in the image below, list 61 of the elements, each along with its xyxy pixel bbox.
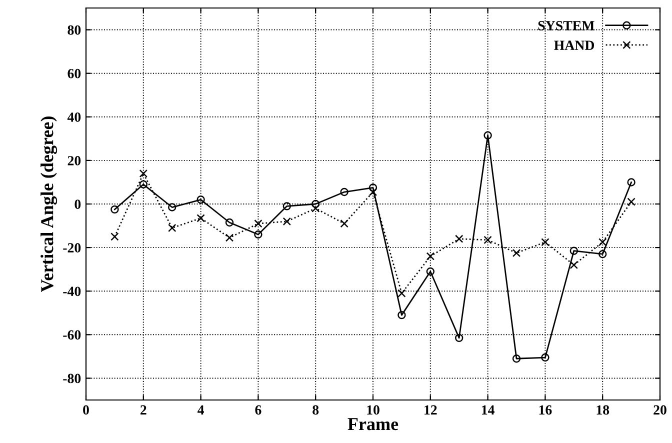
point xyxy=(168,224,176,232)
point xyxy=(512,354,521,363)
point xyxy=(455,334,464,342)
point xyxy=(455,234,464,243)
point xyxy=(541,238,550,246)
x-tick-label: 8 xyxy=(312,405,319,415)
point xyxy=(598,250,607,258)
legend-label: SYSTEM xyxy=(538,21,594,30)
x-tick-label: 2 xyxy=(140,405,146,414)
y-tick-label: -80 xyxy=(63,374,81,384)
point xyxy=(541,353,550,362)
point xyxy=(139,169,148,178)
point xyxy=(168,203,176,212)
y-tick-label: -60 xyxy=(63,330,81,340)
point xyxy=(139,180,148,188)
point xyxy=(225,234,234,242)
x-tick-label: 16 xyxy=(539,405,552,415)
point xyxy=(282,202,291,210)
point xyxy=(368,184,378,192)
x-tick-label: 0 xyxy=(83,405,89,415)
point xyxy=(312,204,320,212)
y-tick-label: -20 xyxy=(63,243,81,253)
point xyxy=(484,236,492,244)
y-tick-label: 80 xyxy=(68,25,81,35)
point xyxy=(225,218,234,227)
y-axis-title: Vertical Angle (degree) xyxy=(40,116,58,292)
point xyxy=(254,230,262,239)
point xyxy=(484,131,492,140)
point xyxy=(426,252,434,260)
point xyxy=(570,260,578,270)
legend-label: HAND xyxy=(554,40,594,50)
point xyxy=(627,178,636,186)
x-tick-label: 18 xyxy=(596,405,610,415)
x-axis-title: Frame xyxy=(348,418,398,430)
point xyxy=(570,246,578,255)
point xyxy=(398,310,406,320)
x-tick-label: 12 xyxy=(424,405,437,414)
point xyxy=(340,220,348,228)
point xyxy=(196,196,205,204)
point xyxy=(196,214,205,222)
point xyxy=(254,220,262,228)
point xyxy=(282,217,291,226)
point xyxy=(110,232,119,241)
x-tick-label: 14 xyxy=(482,405,494,414)
x-tick-label: 4 xyxy=(198,405,204,414)
y-tick-label: 20 xyxy=(68,156,81,166)
point xyxy=(110,205,119,214)
point xyxy=(312,200,320,208)
y-tick-label: -40 xyxy=(63,286,81,296)
x-tick-label: 6 xyxy=(255,405,262,415)
point xyxy=(598,238,607,246)
x-tick-label: 20 xyxy=(654,405,666,415)
y-tick-label: 0 xyxy=(74,200,81,209)
x-tick-label: 10 xyxy=(367,405,380,415)
point xyxy=(627,198,636,206)
point xyxy=(426,267,434,276)
point xyxy=(340,188,348,196)
y-tick-label: 40 xyxy=(67,112,81,122)
point xyxy=(398,289,406,298)
point xyxy=(512,248,521,258)
y-tick-label: 60 xyxy=(68,68,81,78)
